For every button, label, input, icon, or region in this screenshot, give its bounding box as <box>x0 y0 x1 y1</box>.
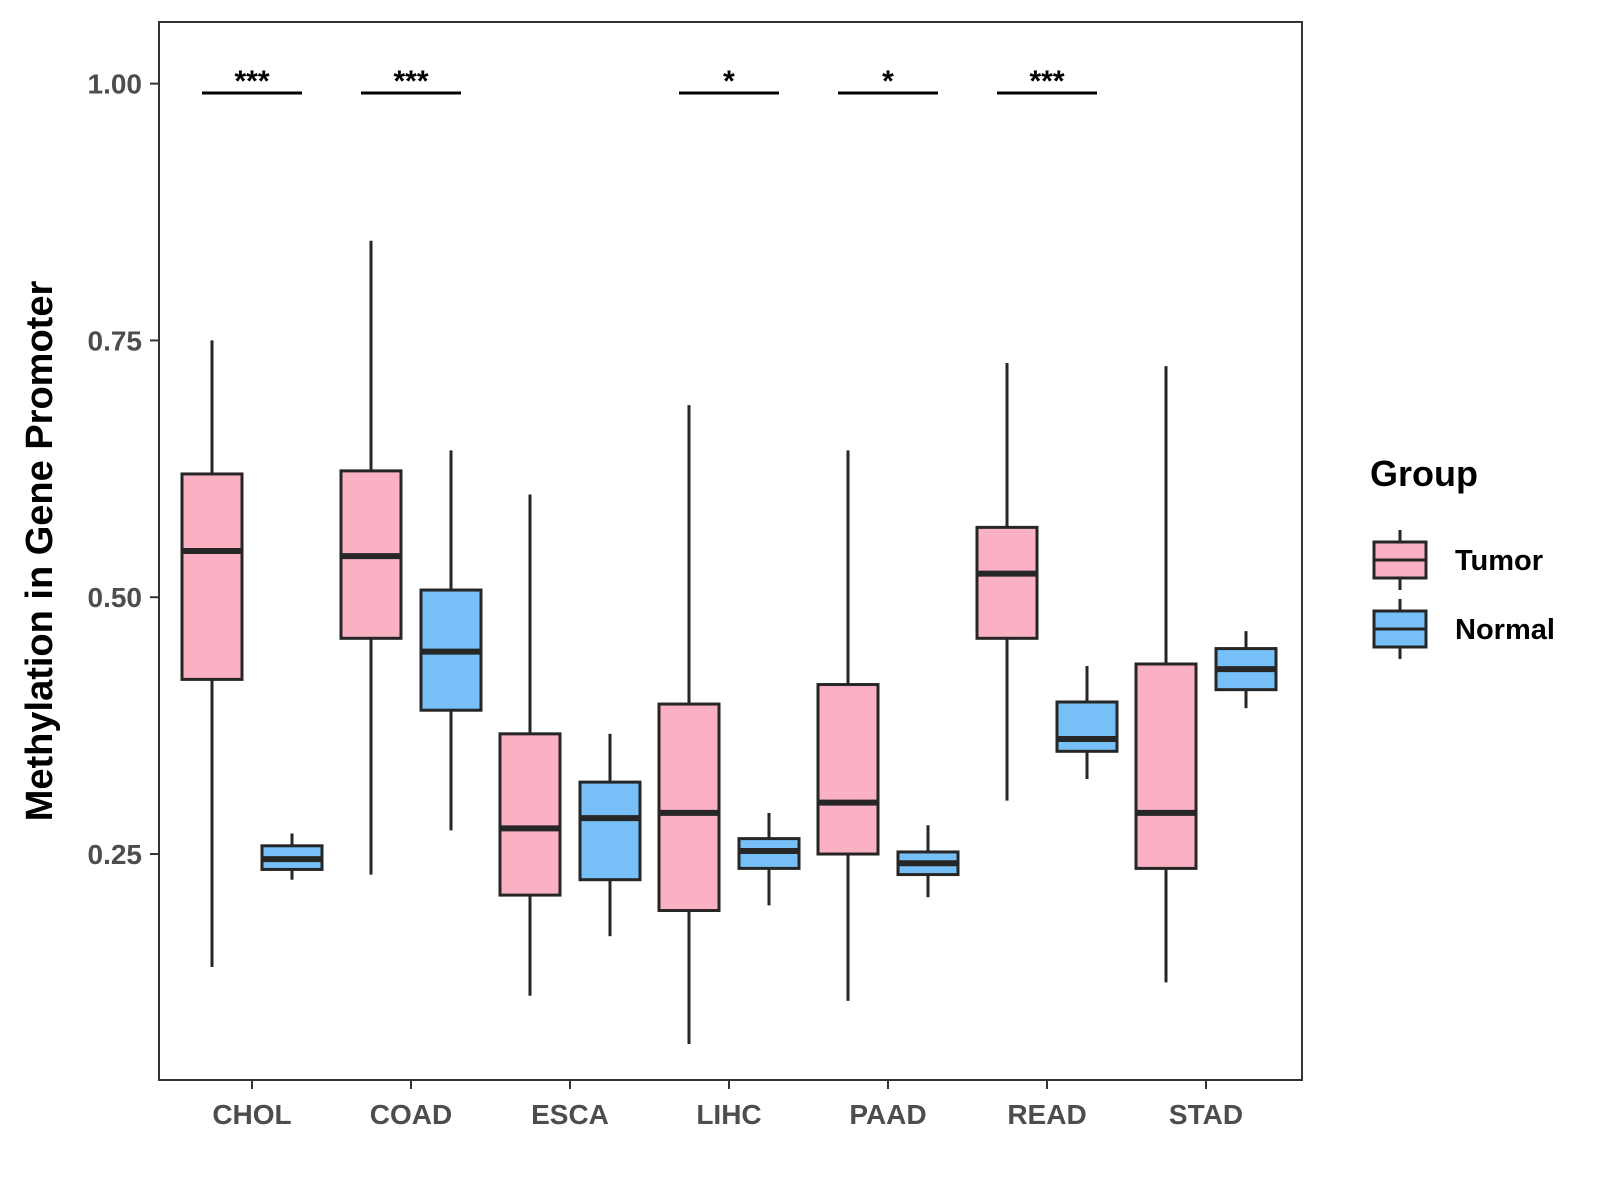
legend: Group Tumor Normal <box>1370 453 1555 659</box>
legend-item-normal: Normal <box>1372 599 1555 659</box>
box-normal-chol <box>260 833 324 880</box>
box-normal-stad <box>1214 631 1278 709</box>
box-normal-read <box>1055 666 1119 780</box>
significance-lihc: * <box>679 65 779 98</box>
x-tick-label: ESCA <box>531 1099 609 1130</box>
box-body <box>180 472 244 681</box>
y-axis-title: Methylation in Gene Promoter <box>19 281 61 822</box>
y-tick-label: 1.00 <box>88 69 143 100</box>
significance-label: *** <box>1029 65 1064 98</box>
x-tick-label: READ <box>1007 1099 1086 1130</box>
box-tumor-chol <box>180 340 244 968</box>
box-tumor-esca <box>498 494 562 996</box>
box-tumor-read <box>975 363 1039 801</box>
legend-title: Group <box>1370 453 1478 494</box>
box-tumor-coad <box>339 240 403 875</box>
legend-label: Normal <box>1455 614 1555 646</box>
significance-paad: * <box>838 65 938 98</box>
significance-chol: *** <box>202 65 302 98</box>
box-tumor-stad <box>1134 366 1198 983</box>
significance-label: * <box>882 65 894 98</box>
box-body <box>657 702 721 913</box>
x-tick-label: CHOL <box>212 1099 291 1130</box>
boxes-layer <box>180 240 1278 1045</box>
significance-coad: *** <box>361 65 461 98</box>
x-tick-label: PAAD <box>849 1099 926 1130</box>
x-axis: CHOL COAD ESCA LIHC PAAD READ STAD <box>212 1080 1243 1130</box>
box-body <box>498 732 562 897</box>
x-tick-label: COAD <box>370 1099 452 1130</box>
plot-panel-border <box>158 21 1303 1081</box>
box-body <box>816 683 880 856</box>
box-body <box>975 525 1039 640</box>
box-normal-coad <box>419 450 483 831</box>
box-normal-lihc <box>737 812 801 906</box>
y-axis: 0.25 0.50 0.75 1.00 <box>88 69 159 870</box>
significance-layer: *** *** * * *** <box>202 65 1097 98</box>
x-tick-label: STAD <box>1169 1099 1243 1130</box>
legend-label: Tumor <box>1455 545 1543 577</box>
x-tick-label: LIHC <box>696 1099 761 1130</box>
y-tick-label: 0.75 <box>88 325 143 356</box>
box-body <box>1134 662 1198 870</box>
significance-read: *** <box>997 65 1097 98</box>
box-tumor-lihc <box>657 405 721 1045</box>
y-tick-label: 0.50 <box>88 582 143 613</box>
box-normal-esca <box>578 733 642 937</box>
significance-label: * <box>723 65 735 98</box>
box-body <box>1055 700 1119 753</box>
significance-label: *** <box>393 65 428 98</box>
box-body <box>578 780 642 882</box>
legend-item-tumor: Tumor <box>1372 530 1543 590</box>
box-normal-paad <box>896 825 960 898</box>
box-tumor-paad <box>816 450 880 1001</box>
y-tick-label: 0.25 <box>88 839 143 870</box>
significance-label: *** <box>234 65 269 98</box>
